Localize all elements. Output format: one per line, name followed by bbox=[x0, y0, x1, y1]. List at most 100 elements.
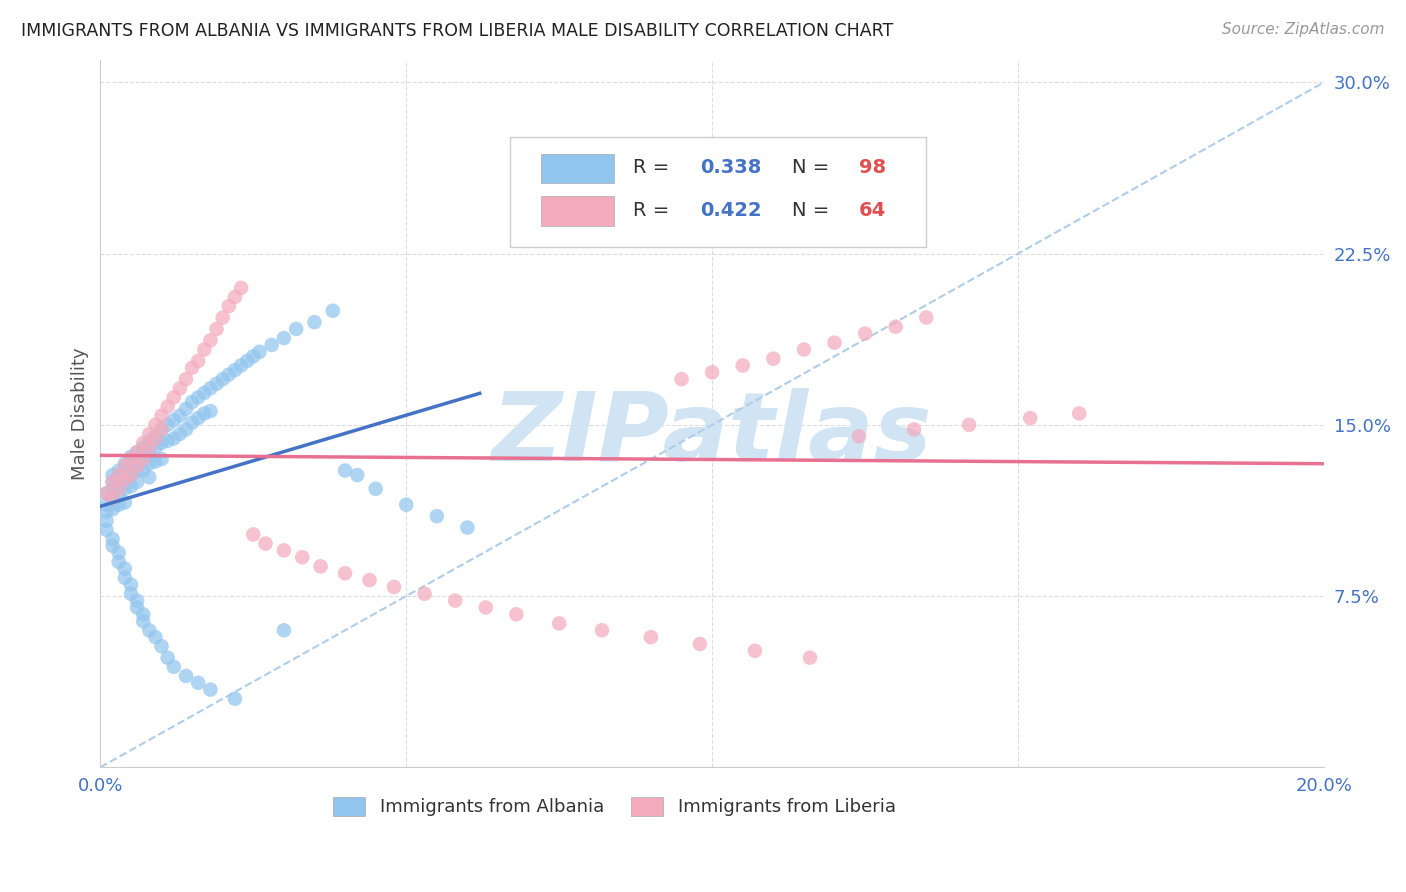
Point bbox=[138, 445, 160, 459]
Point bbox=[145, 429, 167, 443]
Point bbox=[150, 422, 173, 436]
Point bbox=[200, 404, 222, 418]
Point bbox=[125, 452, 148, 467]
Point bbox=[114, 571, 136, 585]
Point bbox=[793, 343, 815, 357]
Point bbox=[224, 290, 246, 304]
Point bbox=[145, 630, 167, 644]
Point bbox=[96, 486, 118, 500]
Point bbox=[174, 401, 197, 416]
Point bbox=[211, 310, 233, 325]
Point bbox=[884, 319, 907, 334]
Text: 98: 98 bbox=[859, 159, 886, 178]
Text: 0.338: 0.338 bbox=[700, 159, 761, 178]
Point bbox=[145, 417, 167, 432]
Point bbox=[96, 523, 118, 537]
Point bbox=[304, 315, 326, 329]
Point bbox=[957, 417, 980, 432]
Point bbox=[181, 360, 204, 375]
Text: 0.422: 0.422 bbox=[700, 201, 762, 219]
Point bbox=[1069, 406, 1091, 420]
Point bbox=[114, 482, 136, 496]
Point bbox=[249, 344, 271, 359]
Point bbox=[426, 509, 449, 524]
Point bbox=[322, 303, 344, 318]
Point bbox=[333, 566, 356, 581]
Point bbox=[163, 432, 186, 446]
Point bbox=[640, 630, 662, 644]
Point bbox=[150, 452, 173, 467]
Point bbox=[218, 368, 240, 382]
Point bbox=[138, 441, 160, 455]
Point bbox=[125, 458, 148, 473]
Point bbox=[346, 468, 368, 483]
Point bbox=[107, 546, 129, 560]
Point bbox=[101, 532, 124, 546]
Point bbox=[107, 486, 129, 500]
Point bbox=[382, 580, 405, 594]
FancyBboxPatch shape bbox=[541, 196, 614, 226]
Point bbox=[101, 491, 124, 505]
Text: N =: N = bbox=[792, 159, 835, 178]
Point bbox=[107, 477, 129, 491]
Point bbox=[181, 416, 204, 430]
Text: 64: 64 bbox=[859, 201, 886, 219]
Point bbox=[187, 391, 209, 405]
Point bbox=[132, 450, 155, 464]
Point bbox=[193, 385, 215, 400]
Point bbox=[138, 434, 160, 448]
Point bbox=[174, 422, 197, 436]
Text: Source: ZipAtlas.com: Source: ZipAtlas.com bbox=[1222, 22, 1385, 37]
Point bbox=[744, 644, 766, 658]
Point bbox=[132, 607, 155, 622]
Point bbox=[114, 458, 136, 473]
Point bbox=[120, 479, 142, 493]
Point bbox=[505, 607, 527, 622]
Point bbox=[242, 350, 264, 364]
Text: ZIPatlas: ZIPatlas bbox=[492, 388, 932, 481]
Point bbox=[107, 498, 129, 512]
Point bbox=[132, 463, 155, 477]
Point bbox=[107, 468, 129, 483]
Point bbox=[193, 343, 215, 357]
Point bbox=[915, 310, 938, 325]
Point bbox=[156, 434, 179, 448]
Point bbox=[285, 322, 308, 336]
Point bbox=[169, 427, 191, 442]
Point bbox=[273, 331, 295, 345]
Point bbox=[138, 624, 160, 638]
Point bbox=[101, 475, 124, 489]
Point bbox=[150, 422, 173, 436]
Point bbox=[205, 322, 228, 336]
Point bbox=[700, 365, 723, 379]
Point bbox=[120, 468, 142, 483]
Point bbox=[181, 395, 204, 409]
Point bbox=[359, 573, 381, 587]
Point bbox=[200, 682, 222, 697]
Point bbox=[145, 441, 167, 455]
Point bbox=[145, 454, 167, 468]
Point bbox=[114, 457, 136, 471]
Point bbox=[120, 577, 142, 591]
Point bbox=[96, 514, 118, 528]
Point bbox=[101, 502, 124, 516]
Point bbox=[150, 436, 173, 450]
Point bbox=[229, 359, 252, 373]
Point bbox=[187, 411, 209, 425]
Point bbox=[187, 354, 209, 368]
Point bbox=[395, 498, 418, 512]
Point bbox=[125, 445, 148, 459]
Point bbox=[671, 372, 693, 386]
Point bbox=[125, 600, 148, 615]
Point bbox=[96, 486, 118, 500]
Point bbox=[101, 468, 124, 483]
Point bbox=[145, 432, 167, 446]
Point bbox=[156, 400, 179, 414]
Point bbox=[114, 473, 136, 487]
Point bbox=[101, 482, 124, 496]
Point bbox=[193, 406, 215, 420]
Point bbox=[120, 468, 142, 483]
Point bbox=[125, 593, 148, 607]
Point bbox=[107, 463, 129, 477]
Point bbox=[254, 536, 277, 550]
